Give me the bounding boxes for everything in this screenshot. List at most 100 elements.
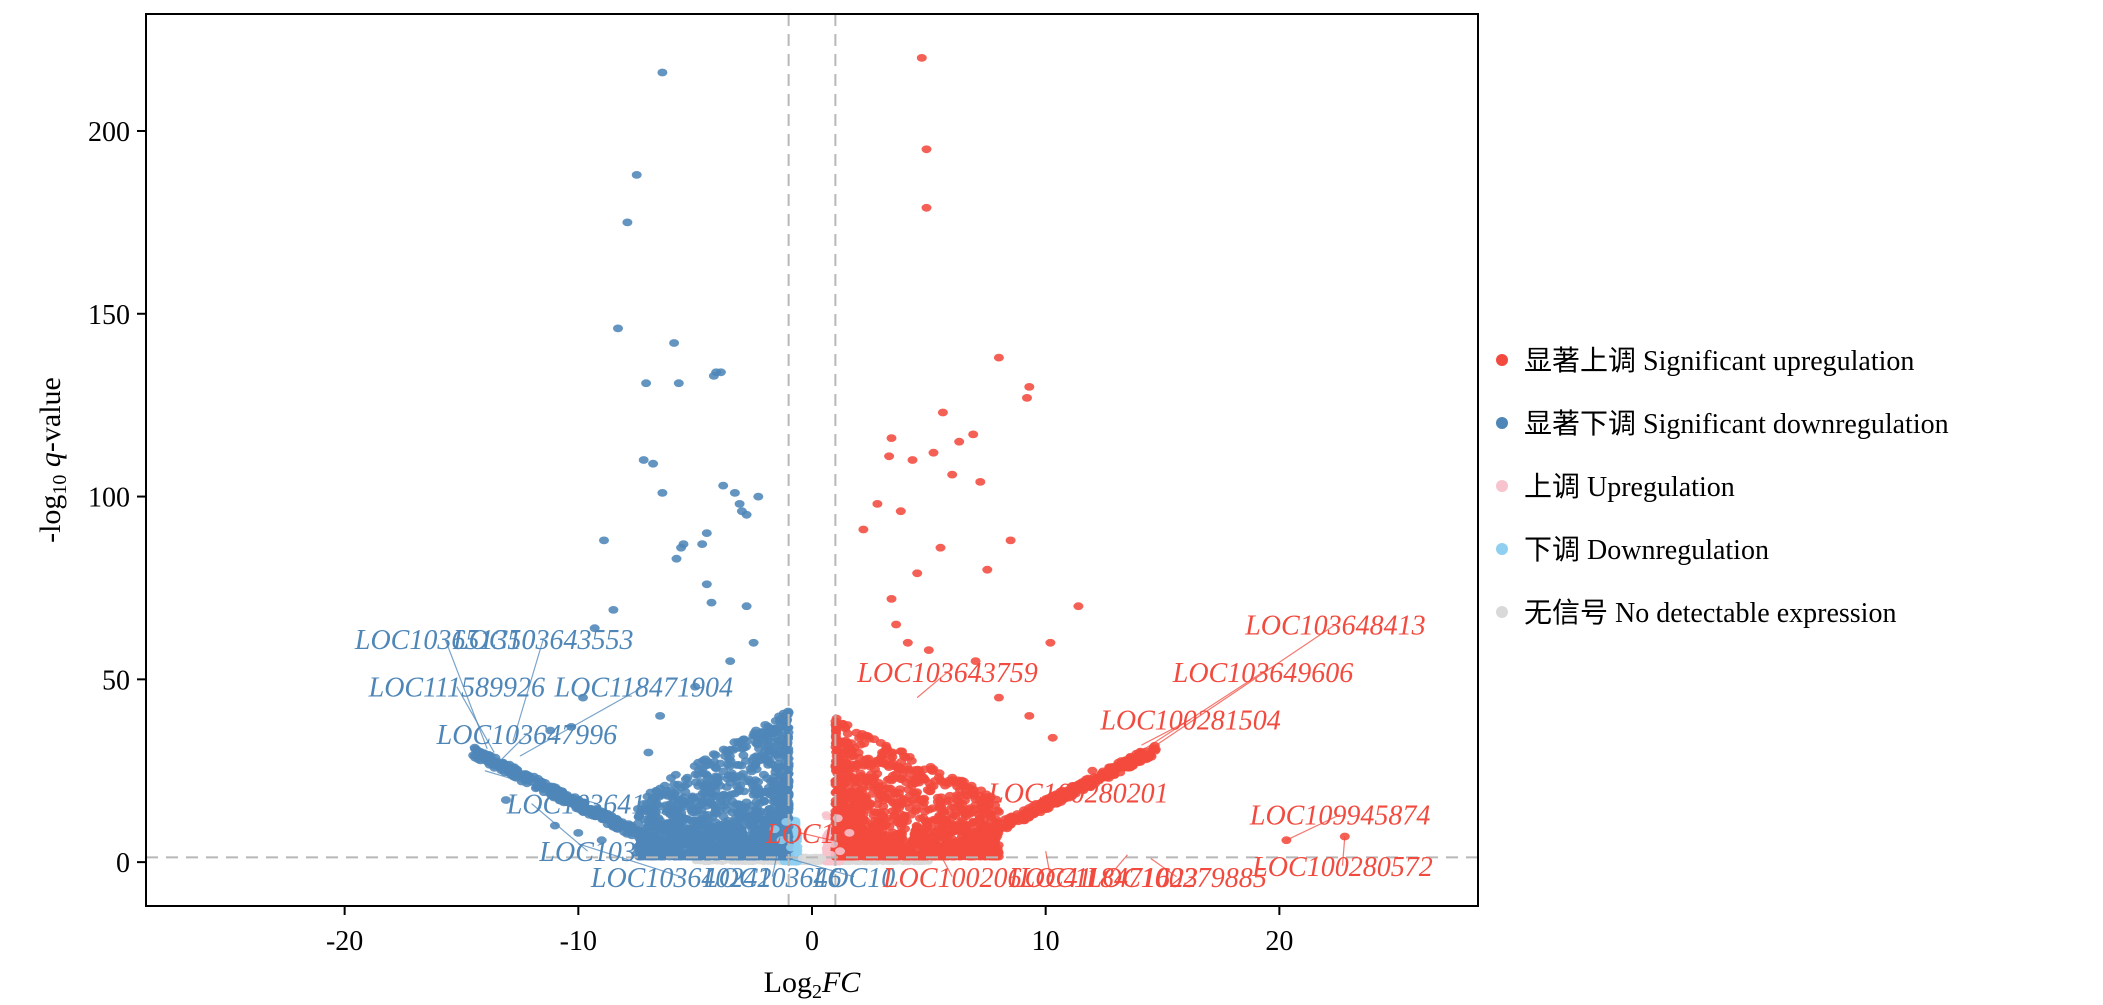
point-down-significant (691, 816, 702, 825)
point-up-significant (894, 814, 905, 823)
point-up-significant (897, 747, 907, 756)
point-down-significant (734, 785, 745, 794)
data-points (468, 54, 1350, 866)
point-down-significant (722, 816, 733, 825)
point-up-significant (902, 798, 913, 807)
point-up-significant (878, 847, 889, 856)
point-down-significant (690, 778, 701, 787)
point-down-significant (704, 844, 715, 852)
point-down-significant (718, 801, 729, 810)
point-down-significant (703, 831, 713, 840)
point-down-significant (782, 715, 792, 724)
point-down-significant (727, 771, 738, 780)
point-up-significant (954, 791, 965, 800)
point-down-significant (750, 815, 761, 824)
point-down-significant (671, 829, 682, 837)
point-up-significant (841, 798, 852, 807)
point-down-significant (749, 829, 759, 837)
point-down-significant (738, 840, 749, 849)
point-down-significant (775, 722, 786, 731)
point-up-significant (965, 820, 976, 829)
point-down-significant (708, 801, 719, 810)
point-up-significant (854, 839, 865, 847)
point-up-significant (896, 830, 907, 839)
point-up-significant (870, 765, 880, 774)
point-up-significant (875, 789, 886, 798)
point-down-significant (764, 757, 775, 765)
point-down-significant (705, 760, 716, 769)
point-up-significant (842, 729, 853, 738)
point-up-significant (952, 841, 963, 850)
point-down-significant (666, 774, 676, 782)
point-up-significant (903, 765, 914, 774)
point-up-significant (993, 849, 1004, 857)
point-up-significant (912, 823, 922, 831)
point-down-significant (759, 797, 770, 806)
point-up-significant (873, 779, 884, 787)
point-up-significant (848, 760, 859, 769)
point-up-significant (926, 833, 937, 842)
point-down-significant (766, 790, 777, 799)
point-up-significant (841, 766, 852, 775)
point-up-significant (933, 815, 944, 823)
point-down-significant (768, 728, 779, 737)
point-up-significant (854, 753, 865, 762)
point-down-significant (696, 806, 707, 814)
point-down-significant (751, 739, 761, 747)
point-up-significant (878, 758, 889, 767)
point-up-significant (835, 791, 846, 800)
point-up-significant (918, 795, 929, 804)
point-up-significant (843, 819, 854, 827)
point-up-significant (1003, 814, 1014, 822)
point-up-significant (917, 838, 928, 847)
point-up-significant (906, 810, 917, 819)
point-up-significant (894, 804, 905, 812)
point-up-significant (875, 739, 886, 747)
point-up-significant (926, 765, 937, 774)
point-up-significant (880, 831, 891, 840)
point-down-significant (689, 762, 700, 770)
point-down-significant (717, 791, 728, 800)
point-up-significant (968, 786, 979, 795)
point-down-significant (700, 770, 711, 778)
point-up-significant (832, 757, 843, 766)
point-up-significant (855, 740, 866, 749)
point-up-significant (860, 760, 871, 769)
point-up-significant (878, 802, 889, 811)
point-down-significant (713, 825, 724, 834)
point-down-significant (725, 757, 736, 765)
point-down-significant (737, 744, 748, 753)
point-up-significant (909, 830, 920, 838)
point-up-significant (872, 825, 883, 833)
point-up-significant (845, 753, 856, 761)
point-down-significant (722, 836, 733, 844)
point-up-significant (956, 805, 967, 814)
point-down-significant (733, 761, 744, 769)
point-up-significant (839, 837, 850, 846)
point-up-significant (976, 786, 986, 795)
point-up-significant (993, 829, 1004, 838)
point-up-significant (936, 803, 947, 811)
point-up-significant (894, 763, 905, 772)
point-up-significant (912, 765, 923, 774)
point-down-significant (738, 810, 749, 819)
point-up-significant (944, 791, 955, 800)
point-up-significant (964, 810, 975, 818)
point-down-significant (733, 738, 744, 746)
point-down-significant (677, 821, 688, 830)
point-up-significant (842, 777, 853, 786)
point-up-significant (1131, 749, 1142, 758)
point-down-significant (758, 770, 769, 779)
point-down-significant (708, 750, 719, 758)
point-up-significant (910, 790, 921, 798)
point-up-significant (919, 775, 930, 783)
point-up-significant (957, 825, 968, 834)
point-up-significant (887, 748, 898, 757)
point-up-significant (839, 740, 850, 749)
point-up-significant (871, 808, 882, 817)
point-up-significant (973, 810, 984, 819)
point-up-significant (921, 823, 932, 832)
point-up-significant (1022, 813, 1033, 822)
point-up-significant (927, 804, 938, 813)
